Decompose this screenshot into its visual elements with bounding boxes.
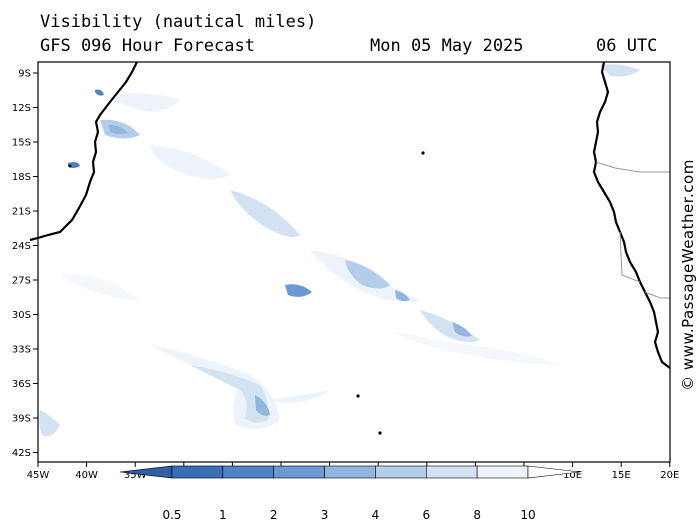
color-scale-segment (273, 465, 325, 479)
longitude-tick-label: 45W (27, 470, 50, 481)
latitude-tick-label: 42S (12, 448, 31, 459)
color-scale-segment (425, 465, 478, 479)
country-borders (595, 161, 670, 299)
forecast-date: Mon 05 May 2025 (370, 36, 524, 56)
latitude-tick-label: 12S (12, 103, 31, 114)
latitude-tick-label: 36S (12, 379, 31, 390)
coastline (29, 61, 671, 369)
latitude-axis: 9S 12S 15S 18S 21S 24S 27S 30S 33S 36S 39S 42S (12, 69, 38, 459)
latitude-tick-label: 24S (12, 241, 31, 252)
color-scale-label: 8 (473, 508, 481, 522)
color-scale-label: 1 (219, 508, 227, 522)
color-scale-label: 3 (320, 508, 329, 522)
color-scale-segment (375, 465, 427, 479)
latitude-tick-label: 18S (12, 172, 31, 183)
color-scale-segment (222, 465, 275, 479)
island (378, 431, 382, 435)
color-scale-label: 0.5 (162, 508, 182, 522)
latitude-tick-label: 15S (12, 138, 31, 149)
latitude-tick-label: 27S (12, 276, 31, 287)
latitude-tick-label: 33S (12, 345, 31, 356)
color-scale-label: 10 (520, 508, 536, 522)
map-title: Visibility (nautical miles) (40, 12, 317, 32)
visibility-color-scale (119, 465, 581, 479)
visibility-field (39, 64, 640, 437)
latitude-tick-label: 39S (12, 414, 31, 425)
island (356, 394, 360, 398)
color-scale-label: 6 (422, 508, 431, 522)
longitude-tick-label: 40W (75, 470, 98, 481)
longitude-tick-label: 20E (660, 470, 679, 481)
map-frame (37, 61, 671, 463)
forecast-time: 06 UTC (596, 36, 658, 56)
color-scale-label: 2 (269, 508, 278, 522)
website-credit: © www.PassageWeather.com (679, 159, 697, 391)
longitude-tick-label: 10E (563, 470, 582, 481)
color-scale-segment (324, 465, 376, 479)
color-scale-label: 4 (371, 508, 380, 522)
longitude-tick-label: 15E (612, 470, 631, 481)
island (421, 151, 425, 155)
island (68, 164, 72, 168)
latitude-tick-label: 9S (18, 69, 31, 80)
longitude-tick-label: 35W (124, 470, 147, 481)
color-scale-arrow-high (527, 465, 581, 479)
latitude-tick-label: 21S (12, 207, 31, 218)
color-scale-segment (476, 465, 529, 479)
forecast-subtitle: GFS 096 Hour Forecast (40, 36, 255, 56)
color-scale-segment (171, 465, 224, 479)
latitude-tick-label: 30S (12, 310, 31, 321)
